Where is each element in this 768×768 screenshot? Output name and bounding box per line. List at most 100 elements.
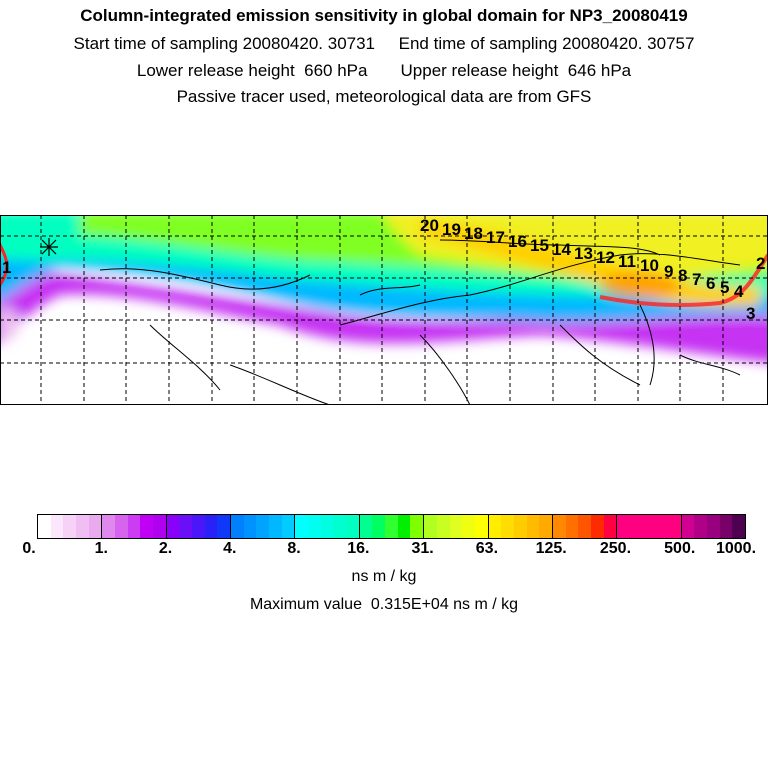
colorbar-tick-label: 1000. (715, 540, 757, 557)
colorbar-swatch (320, 515, 334, 538)
colorbar-swatch (76, 515, 89, 538)
trajectory-label: 20 (420, 216, 439, 235)
trajectory-label: 19 (442, 220, 461, 239)
tracer-info: Passive tracer used, meteorological data… (176, 87, 592, 106)
colorbar-tick-label: 250. (599, 540, 632, 557)
trajectory-label: 4 (734, 282, 744, 301)
colorbar-segment (681, 515, 745, 538)
colorbar-swatch (333, 515, 347, 538)
sensitivity-field: 20 19 18 17 16 15 14 13 12 11 10 9 8 7 6… (0, 215, 768, 405)
maximum-value: Maximum value 0.315E+04 ns m / kg (249, 596, 519, 613)
colorbar (37, 514, 746, 539)
colorbar-swatch (102, 515, 116, 538)
sensitivity-map: 20 19 18 17 16 15 14 13 12 11 10 9 8 7 6… (0, 215, 768, 405)
colorbar-swatch (217, 515, 231, 538)
colorbar-tick-label: 4. (223, 540, 237, 557)
colorbar-swatch (269, 515, 282, 538)
colorbar-swatch (359, 515, 373, 538)
colorbar-tick-label: 1. (94, 540, 108, 557)
colorbar-swatch (617, 515, 630, 538)
colorbar-swatch (578, 515, 591, 538)
trajectory-labels: 20 19 18 17 16 15 14 13 12 11 10 9 8 7 6… (2, 216, 765, 323)
colorbar-swatch (681, 515, 695, 538)
colorbar-swatch (552, 515, 566, 538)
colorbar-swatch (488, 515, 502, 538)
colorbar-swatch (539, 515, 552, 538)
colorbar-swatch (140, 515, 154, 538)
colorbar-swatch (732, 515, 745, 538)
trajectory-label: 3 (746, 304, 755, 323)
trajectory-label: 17 (486, 228, 505, 247)
colorbar-tick-label: 16. (347, 540, 370, 557)
trajectory-label: 15 (530, 236, 549, 255)
trajectory-label: 14 (552, 240, 571, 259)
colorbar-tick-label: 125. (535, 540, 567, 557)
trajectory-label: 13 (574, 244, 593, 263)
colorbar-swatch (281, 515, 295, 538)
colorbar-segment (102, 515, 167, 538)
trajectory-label: 11 (618, 252, 636, 271)
star-marker (40, 238, 58, 256)
colorbar-swatch (436, 515, 450, 538)
colorbar-swatch (115, 515, 128, 538)
trajectory-label: 8 (678, 266, 687, 285)
colorbar-swatch (603, 515, 617, 538)
grid-lines (0, 215, 768, 405)
colorbar-swatch (179, 515, 193, 538)
colorbar-swatch (231, 515, 244, 538)
colorbar-segment (231, 515, 296, 538)
colorbar-swatch (243, 515, 257, 538)
colorbar-segment (617, 515, 682, 538)
colorbar-tick-label: 2. (158, 540, 173, 557)
release-height: Lower release height 660 hPa Upper relea… (136, 61, 632, 80)
colorbar-swatch (501, 515, 514, 538)
colorbar-swatch (166, 515, 180, 538)
trajectory-label: 2 (756, 254, 765, 273)
colorbar-unit: ns m / kg (351, 568, 417, 585)
colorbar-tick-label: 0. (22, 540, 36, 557)
colorbar-swatch (88, 515, 102, 538)
colorbar-swatch (410, 515, 424, 538)
colorbar-swatch (63, 515, 77, 538)
colorbar-swatch (372, 515, 386, 538)
colorbar-segment (166, 515, 232, 538)
colorbar-segment (488, 515, 553, 538)
colorbar-segment (424, 515, 489, 538)
colorbar-segment (295, 515, 360, 538)
colorbar-swatch (153, 515, 166, 538)
colorbar-tick-label: 31. (411, 540, 434, 557)
trajectory-label: 12 (596, 248, 615, 267)
colorbar-swatch (127, 515, 141, 538)
colorbar-swatch (204, 515, 218, 538)
plot-title: Column-integrated emission sensitivity i… (80, 6, 688, 25)
colorbar-swatch (346, 515, 359, 538)
colorbar-swatch (655, 515, 668, 538)
colorbar-swatch (38, 515, 51, 538)
colorbar-swatch (590, 515, 604, 538)
colorbar-swatch (642, 515, 656, 538)
colorbar-segment (38, 515, 103, 538)
trajectory-label: 6 (706, 274, 715, 293)
colorbar-swatch (308, 515, 321, 538)
trajectory-label: 7 (692, 270, 701, 289)
colorbar-swatch (526, 515, 540, 538)
colorbar-swatch (462, 515, 475, 538)
trajectory-label: 18 (464, 224, 483, 243)
colorbar-swatch (629, 515, 643, 538)
trajectory-label: 9 (664, 262, 673, 281)
colorbar-swatch (449, 515, 463, 538)
colorbar-swatch (397, 515, 411, 538)
trajectory-label: 16 (508, 232, 527, 251)
colorbar-swatch (295, 515, 309, 538)
colorbar-segment (359, 515, 425, 538)
sampling-time: Start time of sampling 20080420. 30731 E… (73, 34, 695, 53)
colorbar-tick-label: 8. (287, 540, 301, 557)
colorbar-swatch (706, 515, 720, 538)
colorbar-swatch (565, 515, 579, 538)
colorbar-swatch (192, 515, 205, 538)
colorbar-tick-label: 63. (475, 540, 499, 557)
trajectory-label: 5 (720, 278, 729, 297)
colorbar-swatch (694, 515, 707, 538)
trajectory-label: 1 (2, 258, 11, 277)
colorbar-tick-label: 500. (664, 540, 696, 557)
